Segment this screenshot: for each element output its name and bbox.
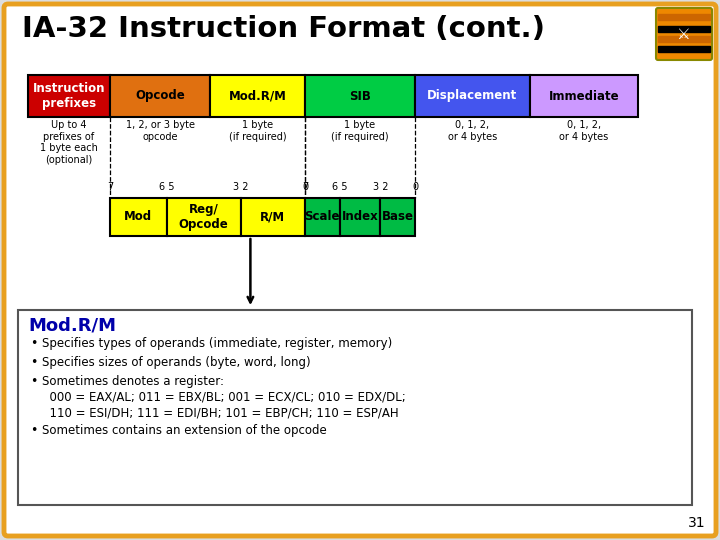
Text: Sometimes denotes a register:: Sometimes denotes a register: xyxy=(42,375,224,388)
Text: •: • xyxy=(30,424,37,437)
Text: 3 2: 3 2 xyxy=(373,182,388,192)
Text: IA-32 Instruction Format (cont.): IA-32 Instruction Format (cont.) xyxy=(22,15,545,43)
Bar xyxy=(530,75,638,117)
Text: 0, 1, 2,
or 4 bytes: 0, 1, 2, or 4 bytes xyxy=(448,120,497,141)
Text: Reg/
Opcode: Reg/ Opcode xyxy=(179,203,228,231)
Text: Opcode: Opcode xyxy=(135,90,185,103)
Bar xyxy=(658,26,710,32)
Text: Mod.R/M: Mod.R/M xyxy=(228,90,287,103)
Bar xyxy=(110,198,166,236)
Bar xyxy=(658,46,710,52)
Text: 1, 2, or 3 byte
opcode: 1, 2, or 3 byte opcode xyxy=(125,120,194,141)
FancyBboxPatch shape xyxy=(4,4,716,536)
Bar xyxy=(658,36,710,42)
FancyBboxPatch shape xyxy=(18,310,692,505)
Text: SIB: SIB xyxy=(349,90,371,103)
Text: 110 = ESI/DH; 111 = EDI/BH; 101 = EBP/CH; 110 = ESP/AH: 110 = ESI/DH; 111 = EDI/BH; 101 = EBP/CH… xyxy=(42,406,399,419)
Text: •: • xyxy=(30,337,37,350)
Text: 31: 31 xyxy=(688,516,706,530)
Text: 6 5: 6 5 xyxy=(332,182,347,192)
Text: Scale: Scale xyxy=(305,211,340,224)
Text: Specifies types of operands (immediate, register, memory): Specifies types of operands (immediate, … xyxy=(42,337,392,350)
Text: Instruction
prefixes: Instruction prefixes xyxy=(32,82,105,110)
Text: ⚔: ⚔ xyxy=(678,26,690,42)
Text: Displacement: Displacement xyxy=(428,90,518,103)
Text: 0: 0 xyxy=(412,182,418,192)
Text: Mod: Mod xyxy=(125,211,153,224)
Bar xyxy=(380,198,415,236)
Bar xyxy=(28,75,110,117)
Text: Specifies sizes of operands (byte, word, long): Specifies sizes of operands (byte, word,… xyxy=(42,356,310,369)
Text: Up to 4
prefixes of
1 byte each
(optional): Up to 4 prefixes of 1 byte each (optiona… xyxy=(40,120,98,165)
Text: •: • xyxy=(30,375,37,388)
Text: 3 2: 3 2 xyxy=(233,182,248,192)
Bar xyxy=(305,198,340,236)
Text: 1 byte
(if required): 1 byte (if required) xyxy=(229,120,287,141)
FancyBboxPatch shape xyxy=(656,8,712,60)
Text: •: • xyxy=(30,356,37,369)
Text: 0, 1, 2,
or 4 bytes: 0, 1, 2, or 4 bytes xyxy=(559,120,608,141)
Text: Index: Index xyxy=(341,211,379,224)
Bar xyxy=(305,75,415,117)
Text: 7: 7 xyxy=(302,182,308,192)
Bar xyxy=(415,75,530,117)
Text: 6 5: 6 5 xyxy=(159,182,174,192)
Text: 1 byte
(if required): 1 byte (if required) xyxy=(331,120,389,141)
Bar xyxy=(110,75,210,117)
Bar xyxy=(210,75,305,117)
Bar xyxy=(658,14,710,20)
Text: 7: 7 xyxy=(107,182,113,192)
Text: Immediate: Immediate xyxy=(549,90,619,103)
Text: 000 = EAX/AL; 011 = EBX/BL; 001 = ECX/CL; 010 = EDX/DL;: 000 = EAX/AL; 011 = EBX/BL; 001 = ECX/CL… xyxy=(42,391,406,404)
Text: 0: 0 xyxy=(302,182,308,192)
Text: R/M: R/M xyxy=(260,211,285,224)
Bar xyxy=(240,198,305,236)
Bar xyxy=(340,198,380,236)
Text: Sometimes contains an extension of the opcode: Sometimes contains an extension of the o… xyxy=(42,424,327,437)
Text: Base: Base xyxy=(382,211,414,224)
Text: Mod.R/M: Mod.R/M xyxy=(28,316,116,334)
Bar xyxy=(166,198,240,236)
